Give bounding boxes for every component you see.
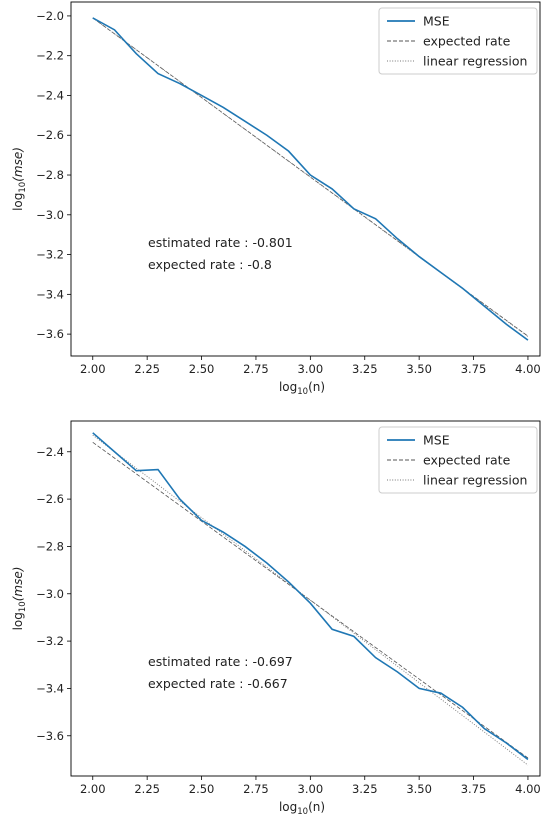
chart-bottom: 2.00 2.25 2.50 2.75 3.00 3.25 3.50 3.75 4.00 −2.4… (11, 420, 541, 817)
x-tick-label: 2.50 (189, 362, 215, 376)
y-tick-label: −3.2 (36, 248, 64, 262)
y-tick-label: −3.0 (36, 208, 64, 222)
legend-label: expected rate (423, 453, 511, 468)
series-line-MSE (92, 17, 529, 341)
annotation-text: expected rate : -0.8 (148, 257, 272, 272)
y-tick-label: −2.8 (36, 539, 64, 553)
x-tick-label: 2.75 (243, 782, 269, 796)
y-tick-label: −2.2 (36, 49, 64, 63)
x-axis-label-arg: (n) (308, 380, 325, 394)
plot-area (92, 432, 529, 766)
x-axis-label-base: log (279, 380, 297, 394)
y-axis-label-sub: 10 (18, 601, 28, 612)
annotation-text: estimated rate : -0.697 (148, 654, 293, 669)
legend-label: expected rate (423, 34, 511, 49)
x-tick-label: 2.75 (243, 362, 269, 376)
legend-box (378, 7, 538, 75)
axes-frame (70, 1, 541, 357)
y-tick-label: −3.0 (36, 587, 64, 601)
x-tick-label: 2.50 (189, 782, 215, 796)
plot-area (92, 17, 529, 341)
annotation-text: expected rate : -0.667 (148, 676, 288, 691)
y-tick-label: −2.4 (36, 445, 64, 459)
series-line-MSE (92, 432, 529, 761)
y-tick-label: −3.6 (36, 729, 64, 743)
y-axis-label-sub: 10 (18, 182, 28, 193)
chart-top: 2.00 2.25 2.50 2.75 3.00 3.25 3.50 3.75 4.00 −2.0… (11, 1, 541, 397)
x-tick-label: 2.00 (80, 782, 106, 796)
x-axis-label-sub: 10 (297, 387, 308, 397)
legend-label: linear regression (423, 54, 527, 69)
x-axis-label-sub: 10 (297, 807, 308, 817)
legend-label: MSE (423, 433, 450, 448)
x-tick-label: 2.25 (134, 782, 160, 796)
y-axis-label-base: log (11, 612, 25, 630)
annotation-text: estimated rate : -0.801 (148, 235, 293, 250)
y-tick-label: −3.4 (36, 287, 64, 301)
x-tick-label: 4.00 (515, 782, 541, 796)
y-tick-label: −2.6 (36, 492, 64, 506)
x-tick-label: 3.25 (352, 782, 378, 796)
axes-frame (70, 420, 541, 777)
x-axis-label: log10(n) (279, 800, 325, 817)
y-tick-label: −3.6 (36, 327, 64, 341)
y-tick-label: −3.4 (36, 681, 64, 695)
y-axis-label-arg: (mse) (11, 147, 25, 182)
x-tick-label: 4.00 (515, 362, 541, 376)
x-axis-label-arg: (n) (308, 800, 325, 814)
x-tick-label: 3.50 (406, 362, 432, 376)
legend-box (378, 426, 538, 494)
y-axis-label-base: log (11, 193, 25, 211)
x-tick-label: 3.25 (352, 362, 378, 376)
x-tick-label: 3.75 (461, 782, 487, 796)
y-axis-label-arg: (mse) (11, 567, 25, 602)
y-axis-label: log10(mse) (11, 567, 28, 631)
legend-label: linear regression (423, 473, 527, 488)
x-tick-label: 3.00 (298, 782, 324, 796)
series-line-linear-regression (92, 434, 529, 766)
x-tick-label: 2.25 (134, 362, 160, 376)
x-axis-label: log10(n) (279, 380, 325, 397)
x-tick-label: 3.00 (298, 362, 324, 376)
y-tick-label: −2.6 (36, 128, 64, 142)
x-tick-label: 2.00 (80, 362, 106, 376)
x-tick-label: 3.50 (406, 782, 432, 796)
legend-label: MSE (423, 14, 450, 29)
x-tick-label: 3.75 (461, 362, 487, 376)
y-tick-label: −2.8 (36, 168, 64, 182)
y-tick-label: −2.0 (36, 9, 64, 23)
y-tick-label: −2.4 (36, 88, 64, 102)
y-tick-label: −3.2 (36, 634, 64, 648)
y-axis-label: log10(mse) (11, 147, 28, 211)
x-axis-label-base: log (279, 800, 297, 814)
